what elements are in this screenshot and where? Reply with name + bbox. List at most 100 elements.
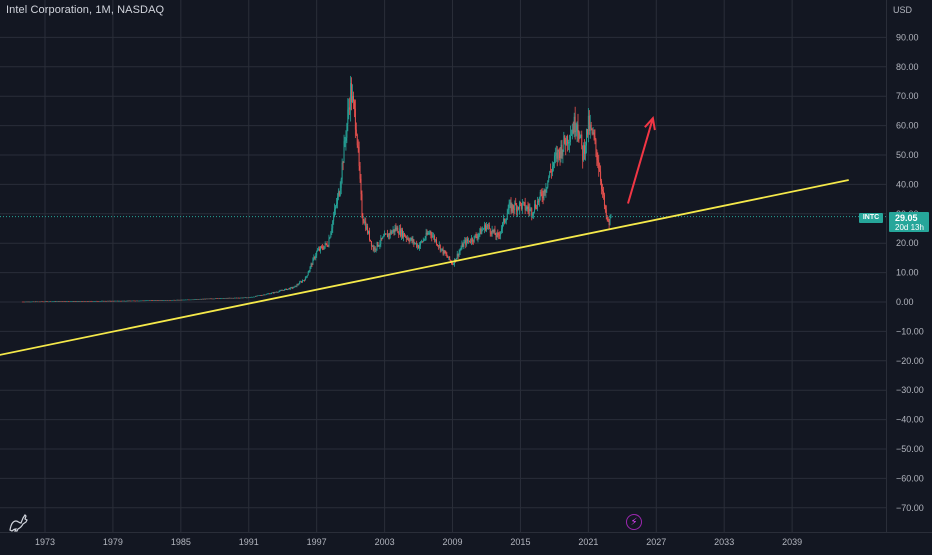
candle-body xyxy=(120,300,121,302)
candle-body xyxy=(360,178,362,195)
candle-body xyxy=(81,301,83,302)
candle-body xyxy=(496,233,498,238)
candle-body xyxy=(39,301,41,303)
candle-body xyxy=(457,253,459,256)
candle-body xyxy=(298,284,300,285)
candle-body xyxy=(307,272,309,276)
candle-body xyxy=(331,228,333,233)
candle-body xyxy=(530,208,532,209)
candle-body xyxy=(486,225,488,227)
candle-body xyxy=(142,300,144,302)
candle-body xyxy=(140,300,142,302)
candle-body xyxy=(21,301,23,303)
price-scale-label: −20.00 xyxy=(896,356,924,366)
candle-body xyxy=(363,220,365,224)
candle-body xyxy=(208,298,210,300)
candle-body xyxy=(128,300,130,302)
candle-body xyxy=(533,211,535,215)
candle-body xyxy=(108,300,110,302)
candle-body xyxy=(459,250,461,252)
candle-body xyxy=(212,298,214,300)
candle-body xyxy=(441,248,443,250)
lightning-icon[interactable]: ⚡ xyxy=(626,514,642,530)
candle-body xyxy=(532,214,534,216)
candle-body xyxy=(348,107,350,110)
tradingview-logo-icon[interactable] xyxy=(8,510,32,532)
candle-body xyxy=(418,245,420,249)
candle-body xyxy=(222,298,224,299)
candle-body xyxy=(386,233,387,235)
candle-body xyxy=(149,300,151,301)
candle-body xyxy=(153,300,154,301)
candle-body xyxy=(287,288,289,290)
candle-body xyxy=(163,300,165,301)
candle-body xyxy=(226,298,228,299)
candle-body xyxy=(72,301,74,302)
candle-body xyxy=(38,301,40,303)
candle-body xyxy=(607,218,609,221)
candle-body xyxy=(395,227,397,230)
price-scale-label: −70.00 xyxy=(896,503,924,513)
candle-body xyxy=(318,248,320,251)
price-scale-label: −40.00 xyxy=(896,415,924,425)
candle-body xyxy=(311,263,313,265)
candle-body xyxy=(553,163,554,167)
candle-body xyxy=(173,299,175,301)
candle-body xyxy=(536,208,537,209)
candle-body xyxy=(75,301,77,302)
candle-body xyxy=(478,233,480,236)
candle-body xyxy=(335,206,336,210)
candle-body xyxy=(194,299,196,300)
candle-body xyxy=(320,246,322,248)
candle-body xyxy=(157,300,159,301)
candle-body xyxy=(557,149,559,159)
candle-body xyxy=(556,152,558,159)
candle-body xyxy=(534,204,536,212)
candle-body xyxy=(430,231,432,235)
candle-body xyxy=(497,233,499,235)
candle-body xyxy=(376,242,378,249)
candle-body xyxy=(303,280,304,281)
candle-body xyxy=(116,300,118,302)
candle-body xyxy=(262,294,264,296)
candle-body xyxy=(606,216,608,219)
candle-body xyxy=(193,299,195,301)
candle-body xyxy=(514,202,516,210)
candle-body xyxy=(132,300,134,302)
candle-body xyxy=(211,298,213,300)
candle-body xyxy=(488,225,490,229)
candle-body xyxy=(102,300,103,302)
candle-body xyxy=(508,203,510,211)
candle-body xyxy=(169,300,170,301)
candle-body xyxy=(238,297,240,299)
candle-body xyxy=(503,218,504,223)
candle-body xyxy=(70,301,71,302)
candle-body xyxy=(407,237,409,241)
candle-body xyxy=(449,256,451,260)
candle-body xyxy=(191,299,193,301)
candle-body xyxy=(353,101,355,109)
candle-body xyxy=(308,270,310,273)
candle-body xyxy=(146,300,148,302)
candle-body xyxy=(560,144,562,159)
price-scale-label: −10.00 xyxy=(896,326,924,336)
candle-body xyxy=(236,297,237,299)
candle-body xyxy=(167,300,169,301)
candle-body xyxy=(74,301,76,302)
candle-body xyxy=(45,301,47,302)
candle-body xyxy=(294,285,296,287)
candle-body xyxy=(372,246,374,251)
candle-body xyxy=(250,297,252,298)
candle-body xyxy=(596,149,598,161)
candle-body xyxy=(106,300,108,302)
candle-body xyxy=(339,187,341,196)
candle-body xyxy=(485,224,486,231)
candle-body xyxy=(370,239,371,242)
candle-body xyxy=(433,235,435,237)
candle-body xyxy=(266,293,268,295)
support-trendline xyxy=(0,179,849,356)
candle-body xyxy=(310,263,312,267)
candle-body xyxy=(289,287,291,290)
